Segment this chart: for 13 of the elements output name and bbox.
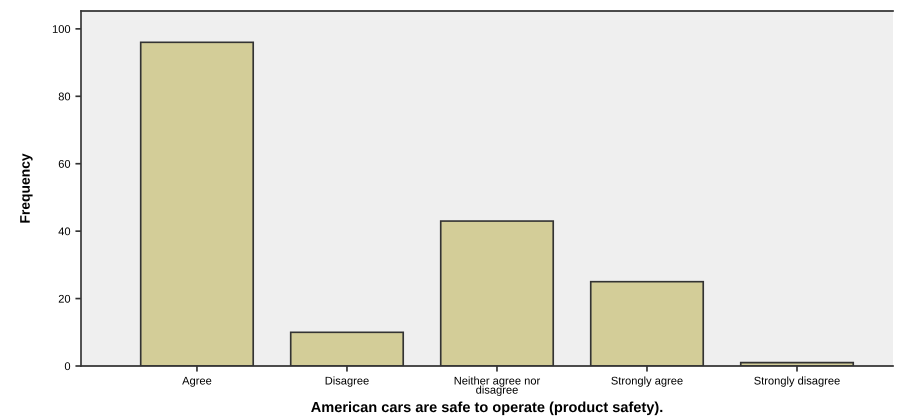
x-tick-label: Agree [182, 376, 212, 387]
y-tick-label: 40 [58, 227, 70, 236]
y-tick-label: 20 [58, 294, 70, 303]
y-tick-label: 60 [58, 160, 70, 168]
y-tick-label: 0 [64, 362, 70, 370]
y-tick-label: 80 [58, 92, 70, 100]
x-tick-label: Strongly disagree [754, 376, 840, 387]
y-axis-title: Frequency [20, 153, 33, 223]
x-tick-label: Neither agree nor disagree [454, 376, 540, 396]
x-tick-label: Strongly agree [611, 376, 683, 387]
x-tick-label: Disagree [326, 376, 369, 387]
x-axis-title: American cars are safe to operate (product safety). [311, 401, 662, 416]
y-tick-label: 100 [52, 25, 70, 34]
